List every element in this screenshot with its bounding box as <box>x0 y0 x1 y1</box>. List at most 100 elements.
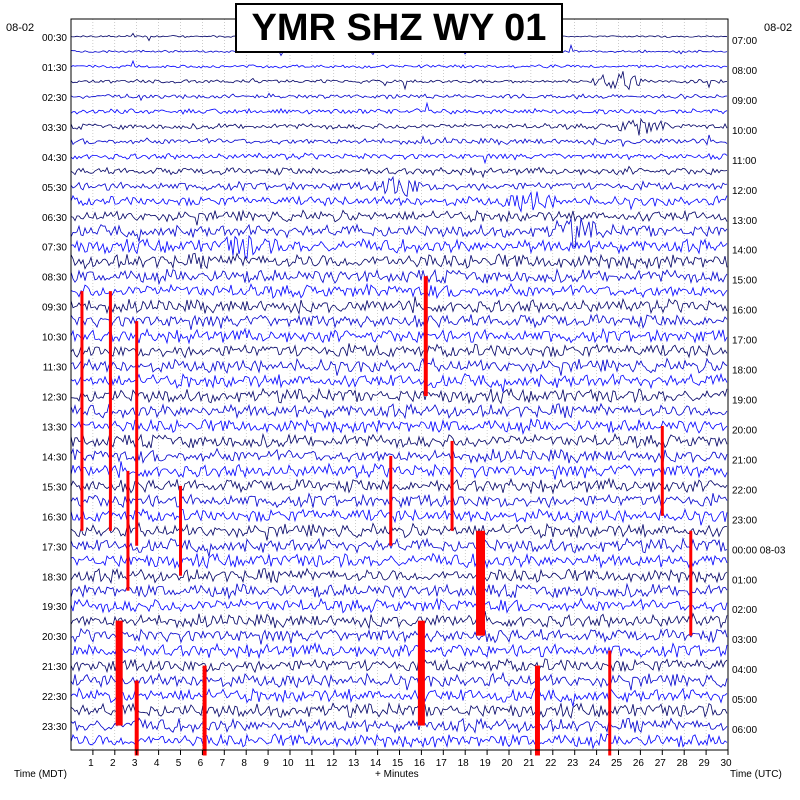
right-hour-label: 13:00 <box>732 216 757 227</box>
clip-mark <box>108 291 112 531</box>
x-tick-label: 10 <box>282 758 294 769</box>
right-hour-label: 12:00 <box>732 186 757 197</box>
right-hour-label: 05:00 <box>732 695 757 706</box>
left-hour-label: 15:30 <box>42 482 67 493</box>
left-hour-label: 11:30 <box>43 363 68 374</box>
left-hour-label: 01:30 <box>42 63 67 74</box>
x-tick-label: 4 <box>154 758 160 769</box>
x-tick-label: 24 <box>589 758 601 769</box>
right-hour-label: 15:00 <box>732 276 757 287</box>
seismic-trace <box>70 627 728 645</box>
chart-title: YMR SHZ WY 01 <box>235 3 563 53</box>
x-tick-label: 16 <box>414 758 426 769</box>
seismic-trace <box>70 701 728 719</box>
left-hour-label: 18:30 <box>42 572 67 583</box>
left-hour-label: 14:30 <box>42 452 67 463</box>
seismic-trace <box>70 372 728 393</box>
seismic-trace <box>70 582 728 600</box>
seismic-trace <box>70 537 728 557</box>
seismic-trace <box>70 165 728 179</box>
x-tick-label: 7 <box>220 758 226 769</box>
left-hour-label: 07:30 <box>42 243 67 254</box>
seismic-trace <box>70 611 728 630</box>
seismic-trace <box>70 733 728 750</box>
left-date-label: 08-02 <box>6 22 34 34</box>
x-tick-label: 11 <box>305 758 316 769</box>
clipped-signal-marks <box>80 276 693 756</box>
x-tick-label: 8 <box>241 758 247 769</box>
right-hour-label: 01:00 <box>732 575 757 586</box>
seismic-trace <box>70 418 728 435</box>
right-hour-label: 19:00 <box>732 396 757 407</box>
x-tick-label: 5 <box>176 758 182 769</box>
seismic-trace <box>70 357 728 376</box>
x-tick-label: 28 <box>677 758 689 769</box>
seismic-trace <box>70 268 728 286</box>
seismic-trace <box>70 477 728 495</box>
clip-mark <box>417 620 425 726</box>
clip-mark <box>450 440 454 531</box>
left-hour-label: 09:30 <box>42 303 67 314</box>
left-hour-label: 22:30 <box>42 692 67 703</box>
seismic-trace <box>70 657 728 674</box>
x-tick-label: 29 <box>699 758 711 769</box>
left-hour-label: 17:30 <box>42 542 67 553</box>
right-hour-label: 08:00 <box>732 66 757 77</box>
seismic-trace <box>70 717 728 734</box>
clip-mark <box>115 620 123 726</box>
clip-mark <box>608 650 612 756</box>
seismic-trace <box>70 687 728 707</box>
left-hour-label: 13:30 <box>42 422 67 433</box>
right-hour-label: 09:00 <box>732 96 757 107</box>
right-hour-label: 10:00 <box>732 126 757 137</box>
x-tick-label: 6 <box>198 758 204 769</box>
clip-mark <box>389 455 393 546</box>
seismic-trace <box>70 492 728 509</box>
clip-mark <box>134 680 139 756</box>
x-tick-label: 20 <box>501 758 513 769</box>
x-tick-label: 15 <box>392 758 404 769</box>
seismic-trace <box>70 191 728 213</box>
seismic-trace <box>70 641 728 660</box>
seismic-trace <box>70 234 728 260</box>
seismic-trace <box>70 296 728 315</box>
seismic-trace <box>70 402 728 420</box>
left-hour-label: 05:30 <box>42 183 67 194</box>
right-hour-label: 03:00 <box>732 635 757 646</box>
seismic-trace <box>70 387 728 405</box>
left-hour-label: 03:30 <box>42 123 67 134</box>
x-tick-label: 23 <box>567 758 579 769</box>
seismic-trace <box>70 118 728 136</box>
x-tick-label: 30 <box>720 758 732 769</box>
x-axis-label: + Minutes <box>375 769 419 780</box>
seismic-trace <box>70 282 728 300</box>
seismic-trace <box>70 327 728 345</box>
seismic-trace <box>70 521 728 541</box>
left-hour-label: 02:30 <box>42 93 67 104</box>
right-hour-label: 23:00 <box>732 515 757 526</box>
right-hour-label: 04:00 <box>732 665 757 676</box>
seismic-trace <box>70 432 728 449</box>
seismic-trace <box>70 343 728 359</box>
x-tick-label: 22 <box>545 758 557 769</box>
seismic-trace <box>70 71 728 91</box>
x-tick-label: 17 <box>436 758 448 769</box>
right-hour-label: 06:00 <box>732 725 757 736</box>
x-tick-label: 2 <box>110 758 116 769</box>
seismic-trace <box>70 313 728 330</box>
left-hour-label: 00:30 <box>42 33 67 44</box>
right-hour-label: 00:00 08-03 <box>732 545 786 556</box>
left-hour-label: 20:30 <box>42 632 67 643</box>
seismic-trace <box>70 134 728 148</box>
x-tick-label: 27 <box>655 758 667 769</box>
seismic-trace <box>70 552 728 570</box>
x-tick-label: 13 <box>348 758 360 769</box>
seismic-trace <box>70 252 728 270</box>
seismic-trace <box>70 92 728 102</box>
clip-mark <box>689 530 693 636</box>
right-hour-label: 20:00 <box>732 425 757 436</box>
x-tick-label: 12 <box>326 758 338 769</box>
seismic-trace <box>70 671 728 691</box>
x-tick-label: 1 <box>88 758 94 769</box>
